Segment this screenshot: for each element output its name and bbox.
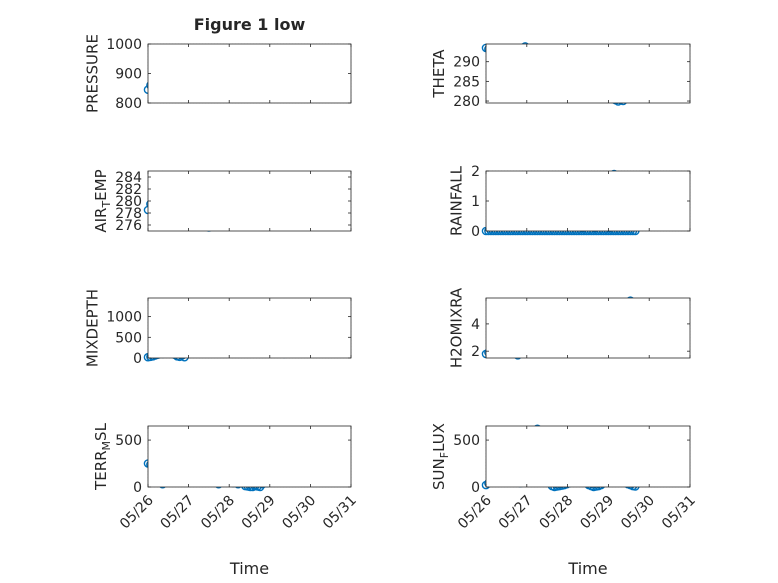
y-tick-label: 0	[133, 480, 142, 496]
y-tick-label: 4	[471, 317, 480, 333]
y-tick-label: 500	[453, 433, 480, 449]
y-tick-label: 276	[115, 218, 142, 234]
y-tick-label: 290	[453, 55, 480, 71]
y-axis-label: THETA	[430, 49, 448, 99]
y-tick-label: 2	[471, 344, 480, 360]
y-tick-label: 285	[453, 74, 480, 90]
axes-box	[147, 425, 352, 488]
y-axis-label: MIXDEPTH	[84, 289, 102, 367]
subplot-7: 05/26 05/27 05/28 05/29 05/30 05/31 0 500TERRMS…	[92, 422, 360, 578]
x-tick-label: 05/26	[117, 492, 157, 532]
y-tick-label: 280	[115, 194, 142, 210]
axes-box	[147, 170, 352, 232]
y-axis-label: RAINFALL	[447, 165, 465, 236]
y-tick-label: 0	[471, 480, 480, 496]
y-tick-label: 500	[115, 433, 142, 449]
y-axis-label: PRESSURE	[84, 34, 102, 113]
axes-box	[147, 43, 352, 104]
y-tick-label: 280	[453, 94, 480, 110]
subplot-2: 280 285 290 THETA	[430, 42, 691, 110]
x-axis-label: Time	[229, 559, 269, 578]
y-axis-label: H2OMIXRA	[447, 287, 465, 368]
y-axis-label: SUNFLUX	[430, 423, 451, 490]
x-tick-label: 05/26	[455, 492, 495, 532]
subplot-8: 05/26 05/27 05/28 05/29 05/30 05/31 0 500SUNFLU…	[430, 423, 699, 578]
y-tick-label: 1000	[106, 37, 142, 53]
x-axis-label: Time	[567, 559, 607, 578]
x-tick-label: 05/31	[320, 493, 360, 533]
subplot-4: 0 1 2 RAINFALL	[447, 164, 691, 240]
y-tick-label: 0	[133, 351, 142, 367]
x-tick-label: 05/27	[158, 493, 198, 533]
y-axis-label: TERRMSL	[92, 422, 113, 491]
y-tick-label: 900	[115, 67, 142, 83]
y-tick-label: 1000	[106, 310, 142, 326]
x-tick-label: 05/29	[239, 493, 279, 533]
y-tick-label: 284	[115, 170, 142, 186]
x-tick-label: 05/29	[577, 493, 617, 533]
y-tick-label: 2	[471, 164, 480, 180]
y-axis-label: AIRTEMP	[92, 169, 113, 232]
y-tick-label: 1	[471, 194, 480, 210]
x-tick-label: 05/27	[496, 493, 536, 533]
axes-box	[485, 425, 691, 488]
x-tick-label: 05/30	[618, 493, 658, 533]
x-tick-label: 05/28	[198, 493, 238, 533]
y-tick-label: 282	[115, 182, 142, 198]
axes-box	[147, 297, 352, 359]
y-tick-label: 0	[471, 224, 480, 240]
y-tick-label: 278	[115, 206, 142, 222]
x-tick-label: 05/30	[279, 493, 319, 533]
x-tick-label: 05/31	[659, 493, 699, 533]
axes-box	[485, 43, 691, 104]
x-tick-label: 05/28	[537, 493, 577, 533]
axes-box	[485, 297, 691, 359]
y-tick-label: 500	[115, 330, 142, 346]
y-tick-label: 800	[115, 96, 142, 112]
chart-title: Figure 1 low	[194, 15, 306, 34]
axes-box	[485, 170, 691, 232]
subplot-6: 2 4 H2OMIXRA	[447, 287, 691, 368]
